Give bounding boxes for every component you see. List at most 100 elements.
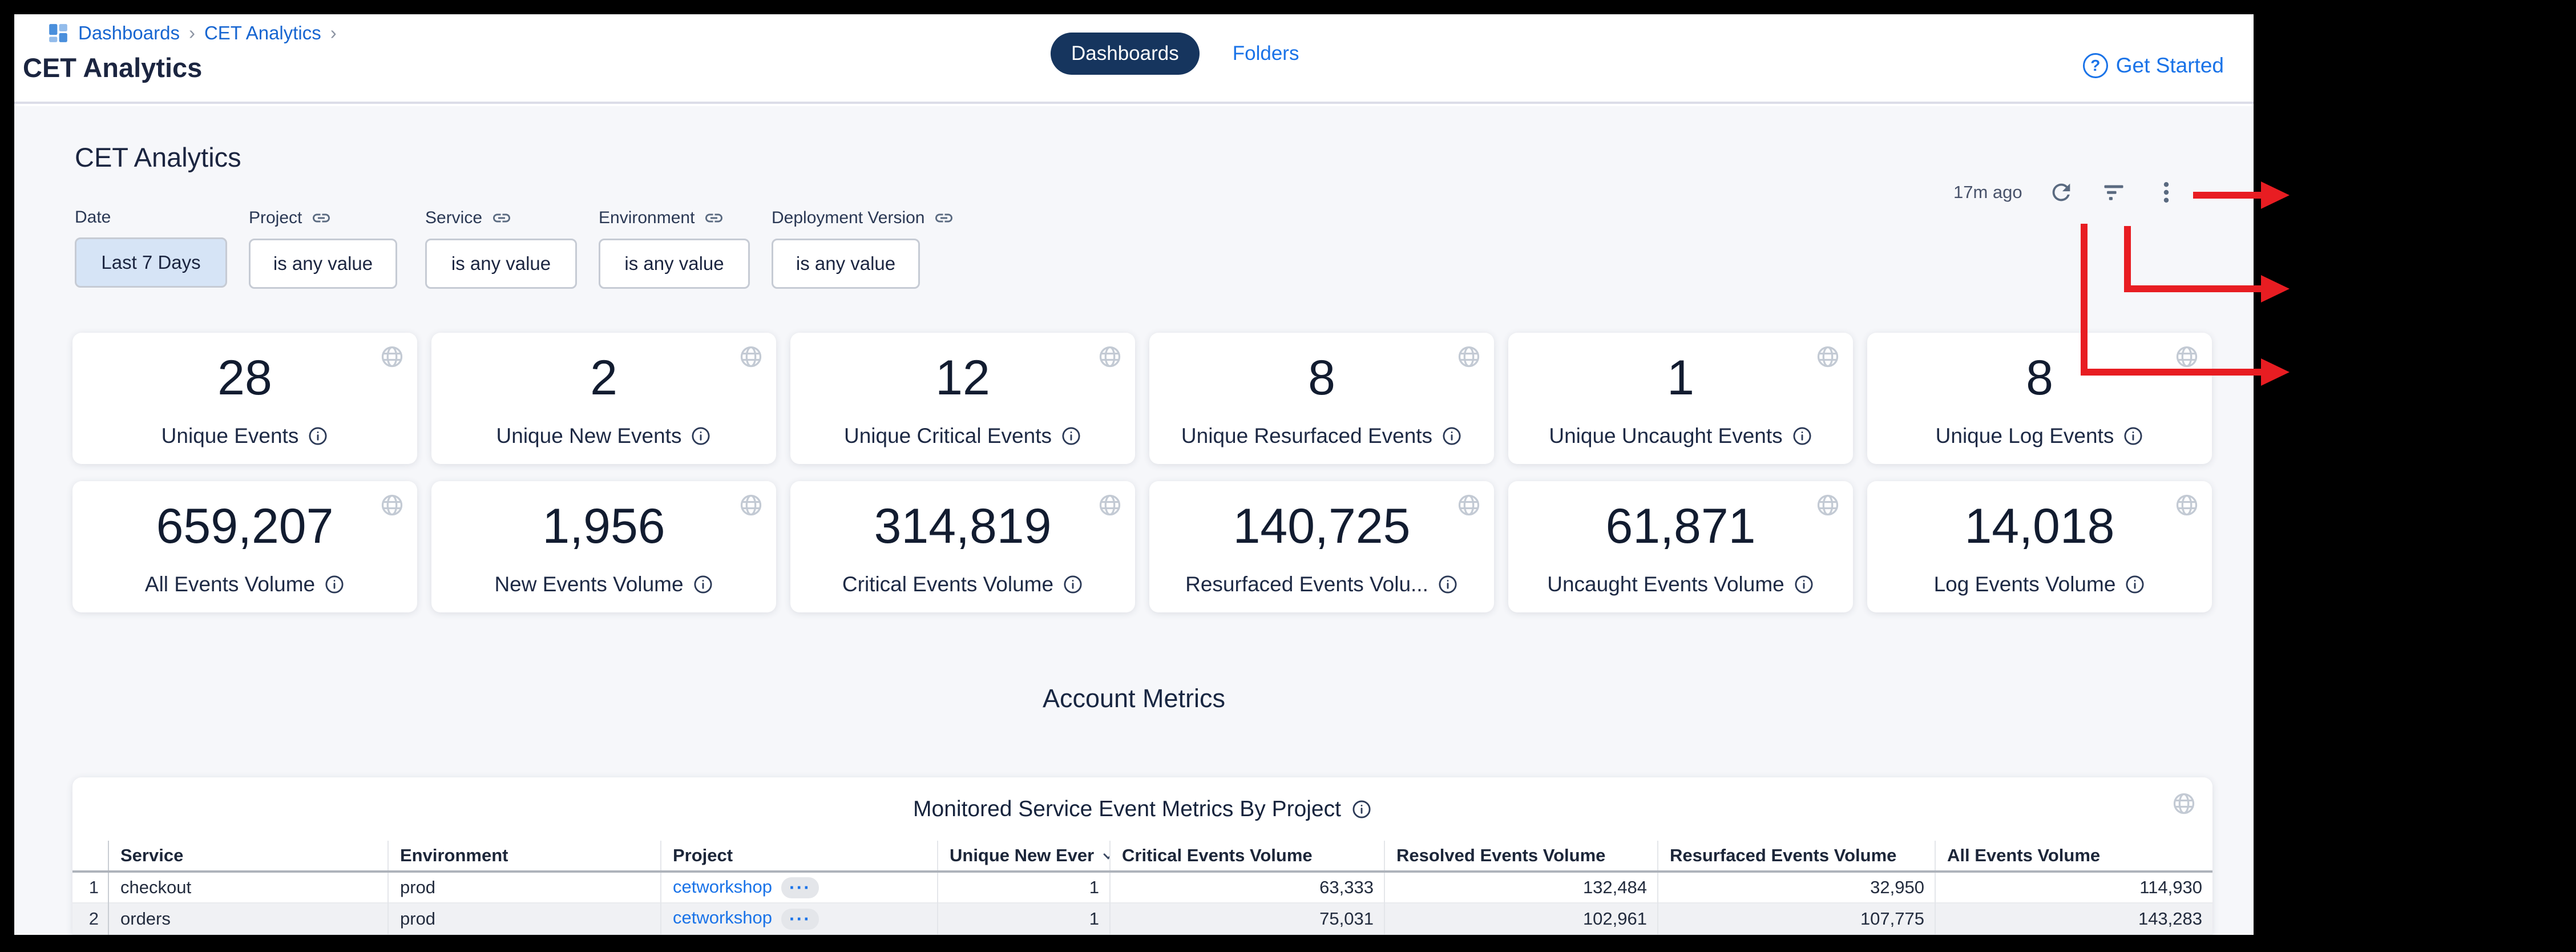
filter-service-value-button[interactable]: is any value: [425, 239, 577, 289]
info-icon[interactable]: [1442, 426, 1462, 446]
kpi-value: 659,207: [156, 499, 334, 554]
kpi-value: 1,956: [542, 499, 665, 554]
kpi-label: Resurfaced Events Volu...: [1185, 572, 1428, 596]
globe-icon: [2174, 493, 2199, 518]
breadcrumb-separator: ›: [188, 22, 195, 43]
project-link[interactable]: cetworkshop: [673, 876, 773, 897]
kpi-value: 12: [935, 350, 990, 405]
breadcrumb-item-cet-analytics[interactable]: CET Analytics: [204, 22, 321, 43]
globe-icon: [1456, 493, 1481, 518]
breadcrumb-separator: ›: [330, 22, 337, 43]
dashboard-title: CET Analytics: [75, 142, 241, 172]
kpi-label: Uncaught Events Volume: [1547, 572, 1784, 596]
info-icon[interactable]: [1794, 574, 1814, 595]
info-icon[interactable]: [1063, 574, 1083, 595]
info-icon[interactable]: [1351, 799, 1372, 820]
table-card-monitored-service-metrics: Monitored Service Event Metrics By Proje…: [72, 777, 2212, 935]
filter-deployment-version-label: Deployment Version: [772, 208, 953, 228]
info-icon[interactable]: [693, 574, 713, 595]
filter-environment: Environment is any value: [599, 208, 750, 289]
kpi-tile-uncaught-events-volume: 61,871 Uncaught Events Volume: [1508, 481, 1853, 612]
page-title: CET Analytics: [23, 53, 203, 83]
globe-icon: [738, 344, 764, 369]
kpi-label: Unique Log Events: [1935, 424, 2114, 447]
kpi-tile-critical-events-volume: 314,819 Critical Events Volume: [790, 481, 1135, 612]
row-number-column-header: [72, 841, 109, 873]
kpi-value: 2: [590, 350, 617, 405]
filter-date-value-button[interactable]: Last 7 Days: [75, 237, 227, 288]
kpi-label: Unique Events: [161, 424, 299, 447]
globe-icon: [2174, 344, 2199, 369]
info-icon[interactable]: [691, 426, 711, 446]
kpi-label: Critical Events Volume: [842, 572, 1054, 596]
kpi-tile-unique-critical-events: 12 Unique Critical Events: [790, 333, 1135, 464]
get-started-label: Get Started: [2115, 54, 2224, 77]
question-circle-icon: [2082, 53, 2108, 78]
filter-project-value-button[interactable]: is any value: [249, 239, 397, 289]
column-header-project[interactable]: Project: [661, 841, 938, 873]
info-icon[interactable]: [1061, 426, 1081, 446]
kpi-label: All Events Volume: [144, 572, 316, 596]
kebab-menu-icon[interactable]: [2153, 179, 2180, 206]
cell-environment: prod: [388, 872, 661, 903]
cell-critical-events-volume: 75,031: [1110, 903, 1385, 934]
get-started-link[interactable]: Get Started: [2082, 53, 2224, 78]
cell-environment: prod: [388, 903, 661, 934]
linked-filter-icon: [311, 208, 332, 228]
column-header-unique-new-events[interactable]: Unique New Ever: [938, 841, 1111, 873]
info-icon[interactable]: [308, 426, 328, 446]
kpi-tile-unique-events: 28 Unique Events: [72, 333, 417, 464]
drill-menu-ellipsis-icon[interactable]: [781, 877, 819, 899]
info-icon[interactable]: [324, 574, 345, 595]
column-header-all-events-volume[interactable]: All Events Volume: [1935, 841, 2212, 873]
cell-all-events-volume: 143,283: [2138, 908, 2202, 929]
filter-environment-value-button[interactable]: is any value: [599, 239, 750, 289]
linked-filter-icon: [934, 208, 954, 228]
cell-service: checkout: [108, 872, 389, 903]
kpi-tile-all-events-volume: 659,207 All Events Volume: [72, 481, 417, 612]
cell-resurfaced-events-volume: 107,775: [1658, 903, 1936, 934]
last-refresh-timestamp: 17m ago: [1953, 182, 2022, 202]
info-icon[interactable]: [1438, 574, 1458, 595]
top-navigation-bar: Dashboards › CET Analytics › CET Analyti…: [14, 14, 2254, 104]
kpi-tile-log-events-volume: 14,018 Log Events Volume: [1867, 481, 2212, 612]
dashboard-toolbar: 17m ago: [1953, 175, 2180, 210]
kpi-tile-unique-log-events: 8 Unique Log Events: [1867, 333, 2212, 464]
kpi-tile-unique-uncaught-events: 1 Unique Uncaught Events: [1508, 333, 1853, 464]
filter-date-label: Date: [75, 208, 111, 227]
kpi-value: 140,725: [1233, 499, 1411, 554]
view-tabs: Dashboards Folders: [1051, 33, 1299, 75]
kpi-label: Unique New Events: [496, 424, 682, 447]
table-row: 1 checkout prod cetworkshop 1 63,333 132…: [72, 872, 2212, 903]
refresh-icon[interactable]: [2048, 179, 2075, 206]
info-icon[interactable]: [2123, 426, 2143, 446]
project-link[interactable]: cetworkshop: [673, 907, 773, 928]
cell-project: cetworkshop: [661, 903, 938, 934]
filter-deployment-version-value-button[interactable]: is any value: [772, 239, 920, 289]
tab-folders[interactable]: Folders: [1232, 42, 1299, 64]
column-header-environment[interactable]: Environment: [388, 841, 661, 873]
kpi-label: Log Events Volume: [1933, 572, 2116, 596]
drill-menu-ellipsis-icon[interactable]: [781, 908, 819, 930]
tab-dashboards[interactable]: Dashboards: [1051, 33, 1200, 75]
column-header-service[interactable]: Service: [108, 841, 389, 873]
cell-unique-new-events: 1: [938, 903, 1111, 934]
info-icon[interactable]: [2125, 574, 2145, 595]
globe-icon: [2171, 791, 2197, 816]
column-header-resurfaced-events-volume[interactable]: Resurfaced Events Volume: [1658, 841, 1936, 873]
breadcrumb-item-dashboards[interactable]: Dashboards: [78, 22, 180, 43]
column-header-resolved-events-volume[interactable]: Resolved Events Volume: [1384, 841, 1658, 873]
kpi-value: 314,819: [874, 499, 1052, 554]
cell-resurfaced-events-volume: 32,950: [1658, 872, 1936, 903]
kpi-value: 1: [1667, 350, 1694, 405]
filter-icon[interactable]: [2100, 179, 2127, 206]
info-icon[interactable]: [1792, 426, 1812, 446]
globe-icon: [1815, 493, 1840, 518]
kpi-value: 14,018: [1964, 499, 2115, 554]
globe-icon: [379, 344, 405, 369]
linked-filter-icon: [704, 208, 724, 228]
filter-service: Service is any value: [425, 208, 577, 289]
column-header-critical-events-volume[interactable]: Critical Events Volume: [1110, 841, 1385, 873]
dashboard-content: CET Analytics 17m ago: [14, 106, 2254, 935]
dashboards-grid-icon[interactable]: [47, 22, 69, 44]
